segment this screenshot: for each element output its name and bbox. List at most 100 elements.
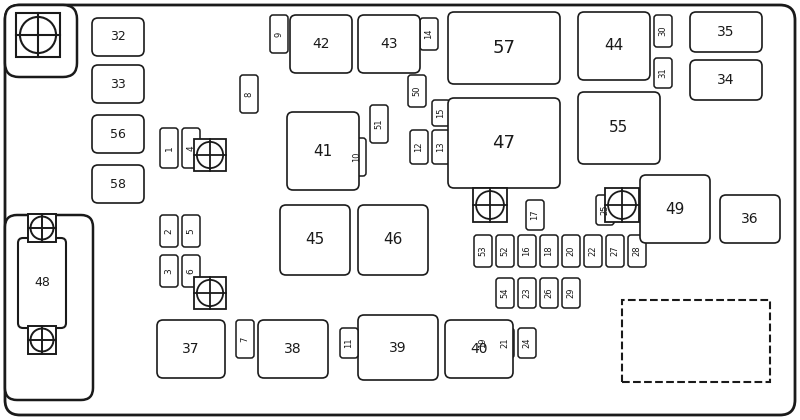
FancyBboxPatch shape (370, 105, 388, 143)
FancyBboxPatch shape (408, 75, 426, 107)
FancyBboxPatch shape (432, 100, 450, 126)
FancyBboxPatch shape (5, 5, 77, 77)
Text: 43: 43 (380, 37, 398, 51)
Bar (622, 300, 770, 382)
FancyBboxPatch shape (474, 235, 492, 267)
FancyBboxPatch shape (690, 12, 762, 52)
FancyBboxPatch shape (182, 128, 200, 168)
FancyBboxPatch shape (496, 235, 514, 267)
Text: 23: 23 (522, 288, 531, 298)
Text: 21: 21 (501, 338, 510, 348)
Text: 51: 51 (374, 119, 383, 129)
Text: 13: 13 (437, 142, 446, 152)
FancyBboxPatch shape (358, 315, 438, 380)
FancyBboxPatch shape (526, 200, 544, 230)
Text: 28: 28 (633, 246, 642, 256)
Bar (605, 188, 639, 222)
FancyBboxPatch shape (92, 65, 144, 103)
FancyBboxPatch shape (280, 205, 350, 275)
FancyBboxPatch shape (270, 15, 288, 53)
FancyBboxPatch shape (518, 278, 536, 308)
FancyBboxPatch shape (160, 215, 178, 247)
FancyBboxPatch shape (518, 328, 536, 358)
FancyBboxPatch shape (474, 328, 492, 358)
Text: 33: 33 (110, 78, 126, 90)
FancyBboxPatch shape (410, 130, 428, 164)
Text: 37: 37 (182, 342, 200, 356)
FancyBboxPatch shape (240, 75, 258, 113)
FancyBboxPatch shape (92, 18, 144, 56)
FancyBboxPatch shape (287, 112, 359, 190)
Text: 2: 2 (165, 228, 174, 234)
Text: 5: 5 (186, 228, 195, 234)
Text: 7: 7 (241, 336, 250, 342)
FancyBboxPatch shape (92, 115, 144, 153)
Text: 26: 26 (545, 288, 554, 298)
FancyBboxPatch shape (182, 215, 200, 247)
Text: 1: 1 (165, 145, 174, 151)
Text: 39: 39 (389, 341, 407, 354)
FancyBboxPatch shape (5, 215, 93, 400)
FancyBboxPatch shape (720, 195, 780, 243)
Text: 31: 31 (658, 68, 667, 78)
Text: 58: 58 (110, 178, 126, 191)
Bar (194, 139, 226, 171)
Text: 20: 20 (566, 246, 575, 256)
FancyBboxPatch shape (562, 278, 580, 308)
FancyBboxPatch shape (445, 320, 513, 378)
Text: 48: 48 (34, 276, 50, 289)
Text: 50: 50 (413, 86, 422, 96)
Text: 18: 18 (545, 246, 554, 256)
FancyBboxPatch shape (606, 235, 624, 267)
Text: 10: 10 (353, 152, 362, 162)
Text: 41: 41 (314, 144, 333, 158)
FancyBboxPatch shape (690, 60, 762, 100)
FancyBboxPatch shape (340, 328, 358, 358)
FancyBboxPatch shape (358, 205, 428, 275)
FancyBboxPatch shape (584, 235, 602, 267)
FancyBboxPatch shape (18, 238, 66, 328)
FancyBboxPatch shape (578, 12, 650, 80)
Text: 54: 54 (501, 288, 510, 298)
FancyBboxPatch shape (290, 15, 352, 73)
Circle shape (20, 17, 56, 53)
Text: 17: 17 (530, 210, 539, 221)
FancyBboxPatch shape (236, 320, 254, 358)
Text: 57: 57 (493, 39, 515, 57)
FancyBboxPatch shape (640, 175, 710, 243)
Circle shape (608, 191, 636, 219)
FancyBboxPatch shape (596, 195, 614, 225)
Text: 44: 44 (604, 39, 624, 53)
Circle shape (197, 280, 223, 306)
Bar (16, 13, 60, 57)
Text: 15: 15 (437, 108, 446, 118)
FancyBboxPatch shape (578, 92, 660, 164)
Text: 3: 3 (165, 268, 174, 274)
FancyBboxPatch shape (540, 278, 558, 308)
Text: 22: 22 (589, 246, 598, 256)
Bar (473, 188, 507, 222)
Text: 56: 56 (110, 128, 126, 141)
FancyBboxPatch shape (448, 98, 560, 188)
Text: 8: 8 (245, 91, 254, 97)
Text: 6: 6 (186, 268, 195, 274)
FancyBboxPatch shape (5, 5, 795, 415)
FancyBboxPatch shape (654, 15, 672, 47)
FancyBboxPatch shape (540, 235, 558, 267)
FancyBboxPatch shape (654, 58, 672, 88)
FancyBboxPatch shape (92, 165, 144, 203)
Text: 27: 27 (610, 246, 619, 256)
Text: 14: 14 (425, 29, 434, 39)
Text: 30: 30 (658, 26, 667, 36)
Bar (194, 277, 226, 309)
FancyBboxPatch shape (160, 128, 178, 168)
Text: 16: 16 (522, 246, 531, 256)
FancyBboxPatch shape (628, 235, 646, 267)
Text: 47: 47 (493, 134, 515, 152)
Text: 32: 32 (110, 31, 126, 44)
FancyBboxPatch shape (358, 15, 420, 73)
FancyBboxPatch shape (160, 255, 178, 287)
Text: 42: 42 (312, 37, 330, 51)
Circle shape (476, 191, 504, 219)
Text: 35: 35 (718, 25, 734, 39)
